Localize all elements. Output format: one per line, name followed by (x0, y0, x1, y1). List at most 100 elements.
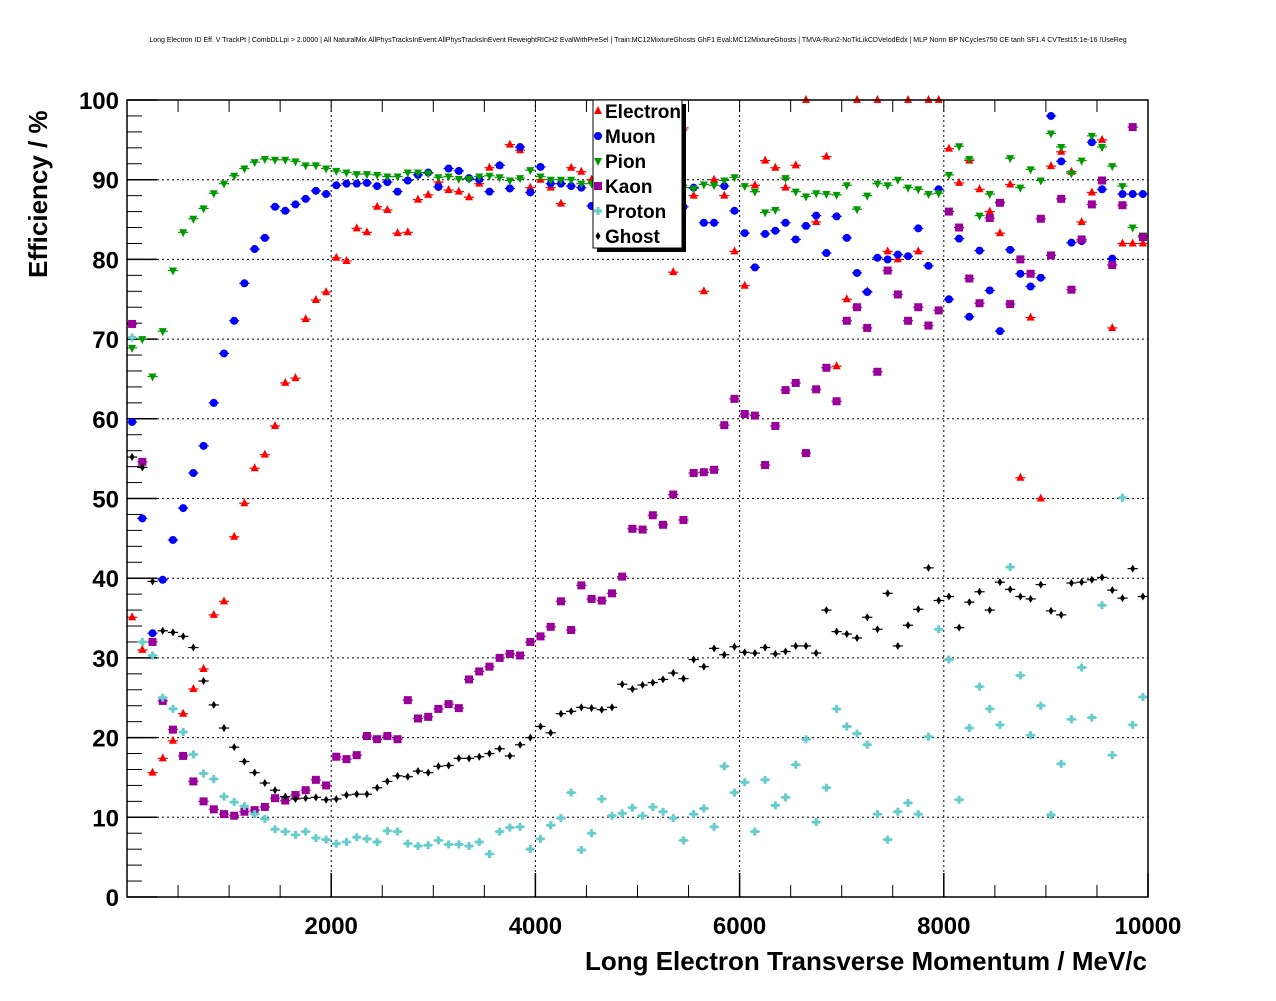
data-point-kaon (454, 704, 463, 713)
data-point-electron (699, 286, 708, 295)
data-point-electron (567, 162, 576, 171)
data-point-ghost (405, 772, 411, 781)
data-point-pion (179, 229, 188, 238)
data-point-kaon (832, 397, 841, 406)
data-point-electron (454, 186, 463, 195)
legend-label-proton: Proton (605, 202, 666, 223)
data-point-electron (761, 155, 770, 164)
data-point-electron (689, 190, 698, 199)
data-point-pion (301, 162, 310, 171)
data-point-proton (322, 835, 331, 844)
data-point-ghost (1038, 580, 1044, 589)
data-point-proton (791, 760, 800, 769)
data-point-electron (281, 377, 290, 386)
data-point-electron (291, 373, 300, 382)
data-point-proton (934, 625, 943, 634)
data-point-proton (1006, 563, 1015, 572)
y-axis-label: Efficiency / % (23, 110, 53, 278)
data-point-pion (454, 175, 463, 184)
data-point-muon (536, 162, 545, 171)
data-point-proton (853, 729, 862, 738)
y-tick-label: 10 (92, 805, 119, 832)
data-point-proton (944, 655, 953, 664)
data-point-ghost (395, 771, 401, 780)
data-point-electron (842, 294, 851, 303)
data-point-ghost (609, 703, 615, 712)
data-point-kaon (669, 490, 678, 499)
data-point-proton (434, 836, 443, 845)
data-point-electron (577, 166, 586, 175)
data-point-ghost (874, 625, 880, 634)
data-point-ghost (364, 790, 370, 799)
data-point-kaon (689, 468, 698, 477)
data-point-muon (301, 194, 310, 203)
data-point-electron (148, 767, 157, 776)
data-point-pion (812, 190, 821, 199)
data-point-proton (362, 834, 371, 843)
data-point-proton (219, 792, 228, 801)
data-point-electron (1087, 187, 1096, 196)
data-point-kaon (209, 805, 218, 814)
chart-title: Long Electron ID Eff. V TrackPt | CombDL… (149, 37, 1126, 44)
data-point-muon (965, 312, 974, 321)
data-point-electron (750, 180, 759, 189)
data-point-ghost (578, 703, 584, 712)
data-point-kaon (924, 321, 933, 330)
data-point-proton (842, 722, 851, 731)
data-point-pion (271, 156, 280, 165)
data-point-muon (791, 235, 800, 244)
data-point-proton (342, 838, 351, 847)
data-point-muon (1026, 282, 1035, 291)
data-point-kaon (771, 421, 780, 430)
data-point-proton (914, 810, 923, 819)
data-point-muon (1118, 190, 1127, 199)
data-point-muon (342, 179, 351, 188)
data-point-ghost (823, 606, 829, 615)
data-point-ghost (1007, 585, 1013, 594)
data-point-kaon (822, 363, 831, 372)
data-point-muon (291, 200, 300, 209)
data-point-ghost (977, 587, 983, 596)
data-point-kaon (710, 465, 719, 474)
data-point-muon (853, 268, 862, 277)
data-point-muon (444, 164, 453, 173)
data-point-electron (424, 189, 433, 198)
data-point-kaon (189, 777, 198, 786)
data-point-ghost (201, 677, 207, 686)
data-point-kaon (1057, 194, 1066, 203)
data-point-kaon (516, 651, 525, 660)
data-point-ghost (701, 662, 707, 671)
data-point-kaon (1128, 123, 1137, 132)
data-point-kaon (556, 597, 565, 606)
data-point-kaon (607, 589, 616, 598)
series-ghost (127, 453, 1148, 804)
data-point-muon (189, 468, 198, 477)
data-point-kaon (495, 653, 504, 662)
y-tick-label: 20 (92, 726, 119, 753)
data-point-pion (495, 174, 504, 183)
data-point-electron (812, 216, 821, 225)
data-point-ghost (241, 757, 247, 766)
data-point-proton (750, 827, 759, 836)
data-point-pion (281, 156, 290, 165)
data-point-electron (362, 227, 371, 236)
x-tick-label: 4000 (509, 913, 562, 940)
data-point-electron (924, 95, 933, 103)
data-point-kaon (1098, 176, 1107, 185)
data-point-pion (516, 175, 525, 184)
data-point-ghost (987, 606, 993, 615)
data-point-muon (955, 234, 964, 243)
legend-label-pion: Pion (605, 152, 646, 173)
data-point-muon (812, 211, 821, 220)
data-point-proton (975, 682, 984, 691)
data-point-muon (1108, 254, 1117, 263)
data-point-muon (914, 224, 923, 233)
data-point-electron (465, 192, 474, 201)
data-point-proton (403, 839, 412, 848)
data-point-ghost (599, 705, 605, 714)
data-point-muon (1067, 238, 1076, 247)
data-point-kaon (322, 781, 331, 790)
data-point-electron (1006, 179, 1015, 188)
data-point-ghost (956, 623, 962, 632)
